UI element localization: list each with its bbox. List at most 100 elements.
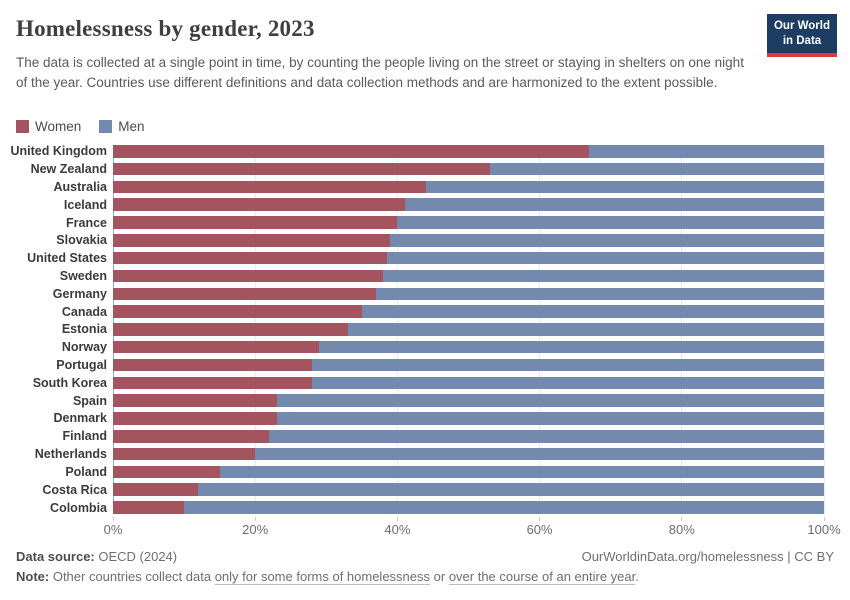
- bar-segment-men[interactable]: [276, 394, 824, 407]
- country-label: Norway: [61, 340, 107, 355]
- x-tick-mark-0: [112, 517, 114, 521]
- bar-segment-men[interactable]: [312, 358, 824, 372]
- bar-track: [113, 340, 824, 354]
- bar-segment-women[interactable]: [113, 447, 256, 461]
- bar-segment-women[interactable]: [113, 162, 490, 176]
- x-tick-mark-20: [254, 517, 256, 521]
- bar-segment-women[interactable]: [113, 376, 313, 390]
- owid-logo-line2: in Data: [782, 34, 822, 47]
- bar-segment-men[interactable]: [489, 162, 824, 176]
- note-label: Note:: [16, 569, 50, 584]
- chart-row: Iceland: [8, 198, 824, 212]
- bar-segment-women[interactable]: [113, 145, 590, 158]
- bar-track: [113, 358, 824, 372]
- chart-subtitle: The data is collected at a single point …: [16, 55, 744, 90]
- bar-segment-men[interactable]: [397, 216, 824, 229]
- bar-segment-women[interactable]: [113, 465, 220, 479]
- bar-track: [113, 483, 824, 496]
- footer: Data source: OECD (2024) OurWorldinData.…: [16, 549, 834, 564]
- bar-segment-men[interactable]: [390, 234, 824, 247]
- country-label: Sweden: [59, 268, 107, 283]
- bar-segment-women[interactable]: [113, 251, 387, 265]
- bar-segment-men[interactable]: [347, 323, 824, 336]
- bar-segment-men[interactable]: [219, 465, 824, 479]
- chart-row: Denmark: [8, 411, 824, 425]
- footer-note: Note: Other countries collect data only …: [16, 569, 834, 584]
- country-label: Canada: [61, 304, 107, 319]
- bar-track: [113, 447, 824, 461]
- country-label: Estonia: [61, 322, 107, 337]
- x-tick-mark-80: [681, 517, 683, 521]
- chart-row: Slovakia: [8, 233, 824, 248]
- x-tick-label-40: 40%: [384, 522, 411, 537]
- bar-segment-men[interactable]: [255, 447, 824, 461]
- bar-track: [113, 162, 824, 176]
- bar-segment-men[interactable]: [184, 501, 824, 514]
- bar-segment-women[interactable]: [113, 340, 320, 354]
- bar-track: [113, 251, 824, 265]
- citation-link[interactable]: OurWorldinData.org/homelessness | CC BY: [581, 549, 834, 564]
- country-label: United States: [27, 251, 107, 266]
- bar-track: [113, 501, 824, 514]
- bar-track: [113, 269, 824, 283]
- bar-track: [113, 198, 824, 211]
- bar-segment-men[interactable]: [269, 430, 824, 443]
- bar-segment-men[interactable]: [376, 287, 824, 300]
- country-label: South Korea: [32, 375, 107, 390]
- bar-segment-men[interactable]: [383, 269, 824, 283]
- chart-row: South Korea: [8, 375, 824, 390]
- chart-row: Costa Rica: [8, 483, 824, 497]
- bar-segment-women[interactable]: [113, 305, 362, 318]
- bar-segment-men[interactable]: [425, 180, 824, 194]
- bar-segment-men[interactable]: [276, 412, 824, 425]
- chart-row: Finland: [8, 429, 824, 443]
- country-label: Germany: [52, 286, 107, 301]
- country-label: United Kingdom: [10, 144, 107, 159]
- country-label: Poland: [65, 464, 107, 479]
- chart-row: Portugal: [8, 358, 824, 372]
- chart-row: Estonia: [8, 322, 824, 337]
- bar-track: [113, 323, 824, 336]
- bar-segment-women[interactable]: [113, 269, 384, 283]
- note-link-some-forms[interactable]: only for some forms of homelessness: [214, 569, 431, 584]
- bar-segment-men[interactable]: [312, 376, 824, 390]
- x-tick-label-60: 60%: [526, 522, 553, 537]
- bar-segment-women[interactable]: [113, 323, 348, 336]
- note-text-end: .: [635, 569, 639, 584]
- bar-segment-women[interactable]: [113, 412, 277, 425]
- chart-row: Sweden: [8, 268, 824, 283]
- bar-segment-women[interactable]: [113, 501, 185, 514]
- x-axis: 0% 20% 40% 60% 80% 100%: [104, 517, 841, 541]
- bar-segment-men[interactable]: [361, 305, 824, 318]
- bar-segment-women[interactable]: [113, 234, 391, 247]
- bar-segment-women[interactable]: [113, 216, 398, 229]
- country-label: Australia: [53, 179, 108, 194]
- bar-segment-men[interactable]: [386, 251, 824, 265]
- owid-logo[interactable]: Our World in Data: [767, 14, 837, 57]
- bar-segment-women[interactable]: [113, 430, 270, 443]
- country-label: Netherlands: [34, 447, 107, 462]
- bar-segment-men[interactable]: [404, 198, 824, 211]
- bar-segment-women[interactable]: [113, 180, 426, 194]
- x-tick-mark-40: [396, 517, 398, 521]
- bar-segment-women[interactable]: [113, 394, 277, 407]
- bar-track: [113, 376, 824, 390]
- bar-segment-women[interactable]: [113, 287, 377, 300]
- bar-segment-men[interactable]: [198, 483, 824, 496]
- data-source-value: OECD (2024): [94, 549, 178, 564]
- bar-segment-men[interactable]: [319, 340, 824, 354]
- legend-item-women[interactable]: Women: [16, 119, 81, 134]
- bar-segment-women[interactable]: [113, 198, 405, 211]
- plot-rows: United Kingdom New Zealand Australia Icelan…: [8, 144, 824, 515]
- chart-row: Poland: [8, 464, 824, 479]
- bar-segment-women[interactable]: [113, 483, 199, 496]
- bar-segment-men[interactable]: [589, 145, 824, 158]
- data-source: Data source: OECD (2024): [16, 549, 177, 564]
- legend-item-men[interactable]: Men: [99, 119, 145, 134]
- chart-row: New Zealand: [8, 162, 824, 176]
- country-label: Slovakia: [56, 233, 107, 248]
- bar-segment-women[interactable]: [113, 358, 313, 372]
- legend-swatch-icon: [16, 120, 29, 133]
- note-link-entire-year[interactable]: over the course of an entire year: [448, 569, 636, 584]
